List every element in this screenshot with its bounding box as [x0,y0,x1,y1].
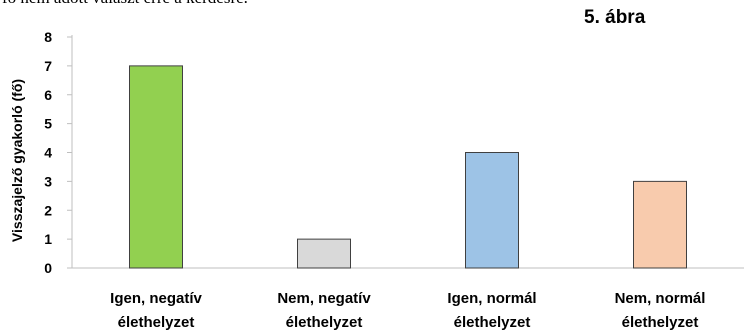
header-text-fragment: fő nem adott választ erre a kérdésre. [2,0,248,8]
y-tick-label: 3 [44,173,52,189]
y-tick-label: 6 [44,87,52,103]
x-tick-label: Nem, negatív [277,290,371,307]
x-tick-label: Igen, normál [447,290,536,307]
x-tick-label: élethelyzet [622,314,699,331]
y-tick-label: 1 [44,231,52,247]
bar [465,152,519,269]
y-tick-label: 7 [44,58,52,74]
y-tick-label: 4 [44,145,52,161]
x-tick-label: élethelyzet [454,314,531,331]
y-tick-label: 5 [44,116,52,132]
x-tick-label: Igen, negatív [110,290,202,307]
x-tick-label: élethelyzet [286,314,363,331]
figure-label: 5. ábra [584,7,646,28]
y-tick-label: 8 [44,29,52,45]
bar [129,65,183,269]
y-axis-label: Visszajelző gyakorló (fő) [9,79,25,242]
x-tick-label: élethelyzet [118,314,195,331]
bar [297,238,351,269]
x-tick-label: Nem, normál [615,290,706,307]
bar [633,180,687,269]
y-tick-label: 2 [44,202,52,218]
x-tick-labels: Igen, negatív élethelyzet Nem, negatív élet… [110,290,705,331]
y-tick-label: 0 [44,260,52,276]
y-ticks: 0 1 2 3 4 5 6 7 8 [44,29,72,276]
bars [129,65,687,269]
